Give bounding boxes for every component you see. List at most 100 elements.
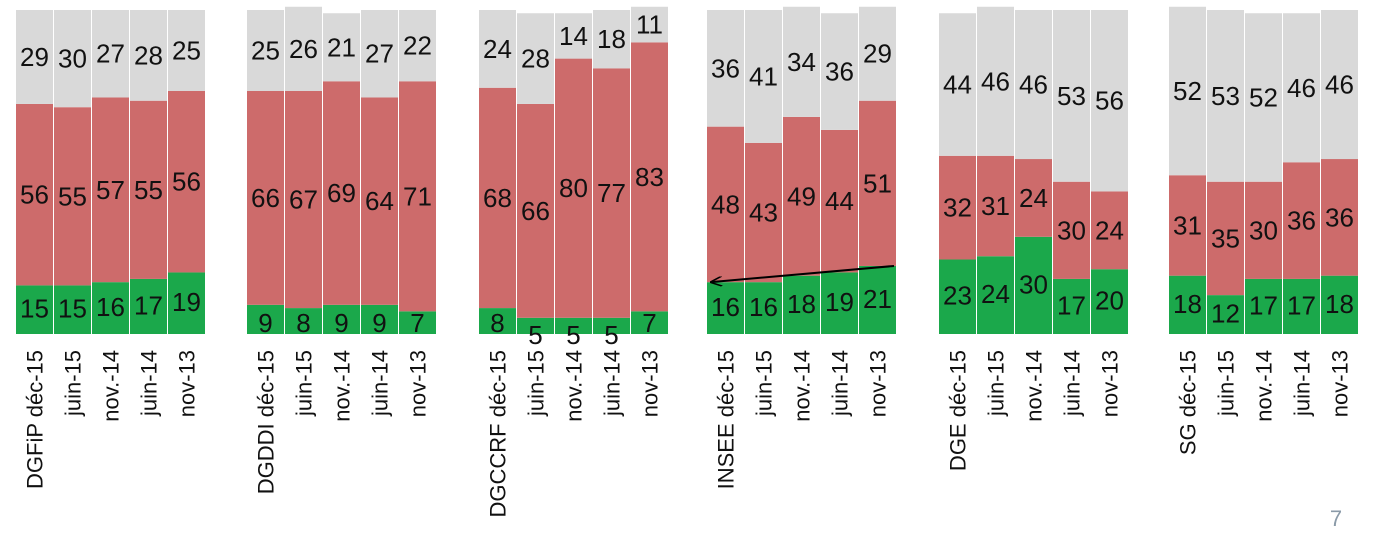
bar-segment-green xyxy=(1321,275,1358,334)
value-label: 30 xyxy=(1057,215,1086,245)
value-label: 21 xyxy=(327,32,356,62)
category-label: juin-14 xyxy=(137,350,162,417)
category-label: juin-15 xyxy=(524,350,549,417)
bar-segment-green xyxy=(92,282,129,334)
category-label: SG déc-15 xyxy=(1176,350,1201,455)
value-label: 80 xyxy=(559,173,588,203)
bar-segment-red xyxy=(517,103,554,318)
value-labels-layer: 1556291555301657271755281956259662586726… xyxy=(20,10,1354,350)
category-label: juin-15 xyxy=(984,350,1009,417)
bar-segment-red xyxy=(361,97,398,305)
value-label: 71 xyxy=(403,181,432,211)
trend-arrow xyxy=(711,264,895,282)
bar-segment-green xyxy=(168,272,205,334)
bar-segment-green xyxy=(323,304,360,334)
bar-segment-red xyxy=(821,129,858,273)
bar-segment-gray xyxy=(939,13,976,156)
bar-segment-gray xyxy=(1169,6,1206,176)
bar-segment-green xyxy=(16,285,53,334)
value-label: 22 xyxy=(403,31,432,61)
category-label: nov.-14 xyxy=(1022,350,1047,422)
value-label: 5 xyxy=(528,320,542,350)
bar-segment-gray xyxy=(1091,10,1128,192)
bar-segment-gray xyxy=(54,10,91,108)
bar-segment-red xyxy=(1053,181,1090,279)
value-label: 66 xyxy=(521,196,550,226)
bar-segment-green xyxy=(783,275,820,334)
value-label: 30 xyxy=(1019,269,1048,299)
bar-segment-green xyxy=(745,282,782,334)
bar-segment-gray xyxy=(479,10,516,88)
bar-segment-gray xyxy=(631,6,668,43)
bar-segment-gray xyxy=(783,6,820,117)
bar-segment-green xyxy=(821,272,858,334)
value-label: 20 xyxy=(1095,286,1124,316)
category-label: nov.-14 xyxy=(562,350,587,422)
category-label: nov-13 xyxy=(1098,350,1123,417)
value-label: 46 xyxy=(1325,70,1354,100)
category-label: juin-15 xyxy=(752,350,777,417)
bar-segment-gray xyxy=(1321,10,1358,160)
bar-segment-red xyxy=(593,68,630,318)
value-label: 16 xyxy=(749,292,778,322)
value-label: 36 xyxy=(1325,202,1354,232)
bar-segment-red xyxy=(977,155,1014,257)
category-label: juin-15 xyxy=(61,350,86,417)
value-label: 19 xyxy=(825,287,854,317)
value-label: 28 xyxy=(521,44,550,74)
value-label: 28 xyxy=(134,40,163,70)
bar-segment-gray xyxy=(555,13,592,59)
category-labels-layer: DGFiP déc-15 juin-15 nov.-14 juin-14 nov-13 D… xyxy=(23,350,1353,517)
bar-segment-red xyxy=(1091,191,1128,270)
value-label: 64 xyxy=(365,186,394,216)
bar-segment-gray xyxy=(361,10,398,98)
bar-segment-red xyxy=(130,100,167,279)
category-label: juin-14 xyxy=(828,350,853,417)
bar-segment-green xyxy=(707,282,744,334)
bar-segment-red xyxy=(92,97,129,283)
value-label: 24 xyxy=(483,34,512,64)
bar-segment-red xyxy=(168,91,205,273)
value-label: 16 xyxy=(711,292,740,322)
category-label: juin-14 xyxy=(368,350,393,417)
bar-segment-green xyxy=(1245,278,1282,334)
bar-segment-green xyxy=(1207,295,1244,334)
bar-segment-green xyxy=(1169,275,1206,334)
bar-segment-red xyxy=(745,142,782,283)
bar-segment-gray xyxy=(130,10,167,101)
bar-segment-gray xyxy=(247,10,284,91)
value-label: 17 xyxy=(134,290,163,320)
bar-segment-green xyxy=(1091,269,1128,334)
value-label: 43 xyxy=(749,198,778,228)
value-label: 19 xyxy=(172,287,201,317)
bar-segment-red xyxy=(247,91,284,305)
bar-segment-red xyxy=(783,116,820,276)
bar-segment-gray xyxy=(593,10,630,69)
bar-segment-gray xyxy=(821,13,858,130)
value-label: 36 xyxy=(825,57,854,87)
category-label: juin-15 xyxy=(1214,350,1239,417)
value-label: 18 xyxy=(597,24,626,54)
category-label: juin-14 xyxy=(600,350,625,417)
value-label: 83 xyxy=(635,162,664,192)
bar-segment-gray xyxy=(1245,13,1282,182)
value-label: 31 xyxy=(1173,210,1202,240)
category-label: DGFiP déc-15 xyxy=(23,350,48,489)
value-label: 11 xyxy=(636,10,663,40)
bars-layer xyxy=(16,6,1358,334)
bar-segment-red xyxy=(54,107,91,286)
value-label: 24 xyxy=(1019,183,1048,213)
value-label: 55 xyxy=(58,181,87,211)
category-label: DGCCRF déc-15 xyxy=(486,350,511,517)
category-label: nov-13 xyxy=(1328,350,1353,417)
value-label: 27 xyxy=(96,39,125,69)
category-label: nov-13 xyxy=(175,350,200,417)
bar-segment-gray xyxy=(1283,13,1320,163)
value-label: 51 xyxy=(863,168,892,198)
category-label: DGE déc-15 xyxy=(946,350,971,471)
value-label: 69 xyxy=(327,178,356,208)
bar-segment-gray xyxy=(16,10,53,104)
value-label: 9 xyxy=(258,308,272,338)
category-label: nov.-14 xyxy=(790,350,815,422)
